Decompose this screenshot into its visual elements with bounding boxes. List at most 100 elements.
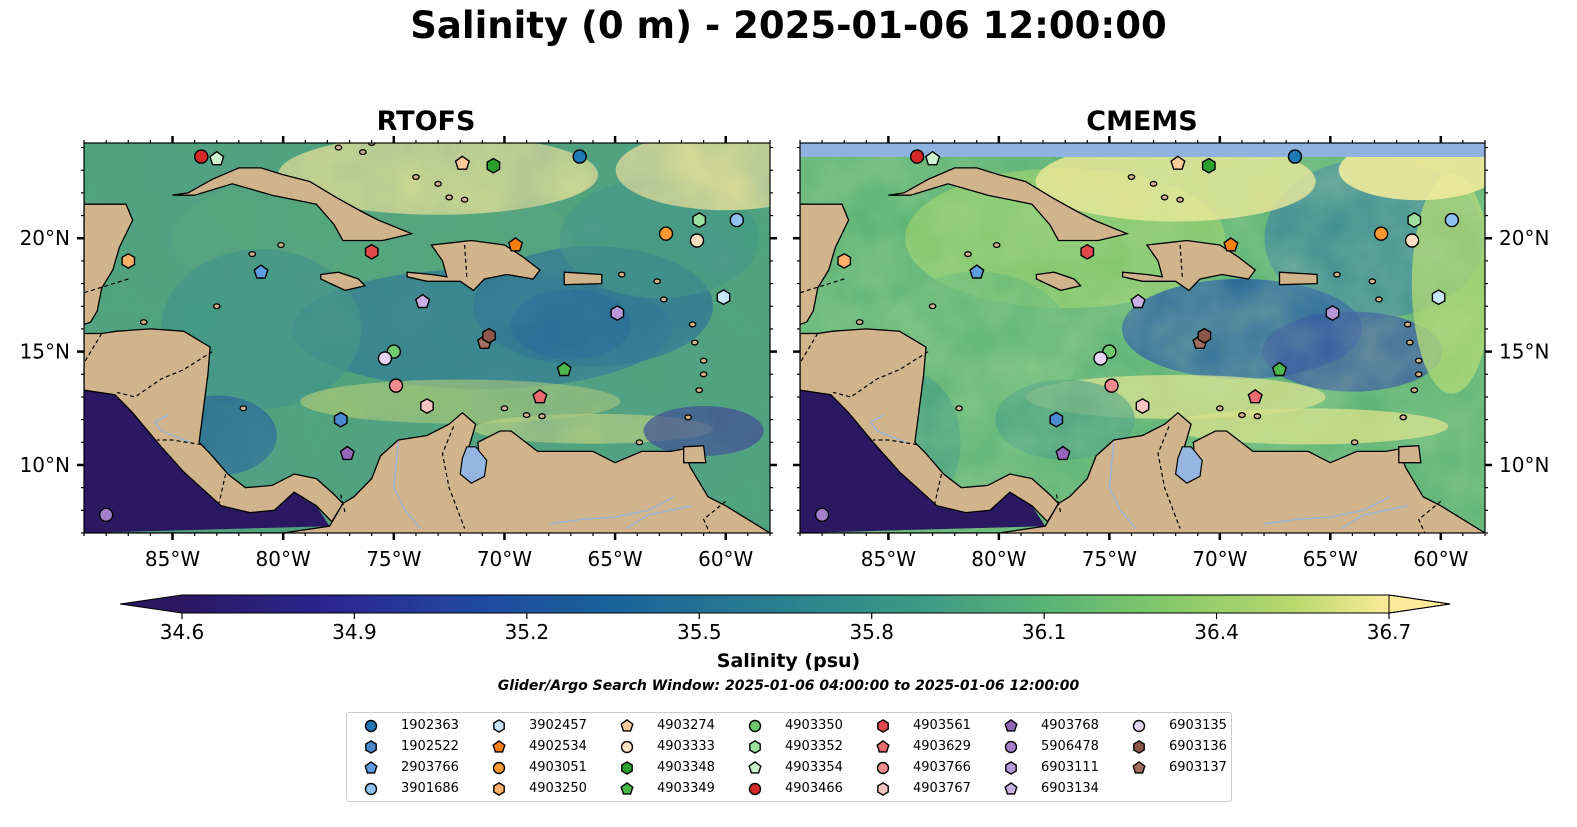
small-island: [1375, 296, 1383, 303]
small-island: [653, 278, 661, 285]
rtofs-map-panel[interactable]: 85°W 80°W 75°W 70°W 65°W 60°W 10°N 15°N 20°N: [20, 130, 836, 571]
glider-4903767-cmems: [1135, 398, 1150, 415]
glider-6903134-cmems: [1130, 293, 1146, 309]
legend-marker-4903768: [1004, 719, 1018, 732]
small-island: [992, 241, 1001, 249]
legend-label: 2903766: [401, 760, 459, 775]
small-island: [1253, 413, 1262, 420]
small-island: [445, 194, 453, 201]
river: [625, 505, 693, 530]
legend-marker-icon: [877, 719, 889, 733]
legend: 1902363 1902522 2903766 3901686 3902457 49025…: [346, 712, 1232, 802]
legend-marker-4902534: [492, 740, 506, 753]
legend-marker-4903350: [748, 719, 762, 733]
glider-5906478-cmems: [814, 507, 830, 523]
legend-label: 5906478: [1041, 739, 1099, 754]
lat-tick-label: 10°N: [20, 453, 70, 477]
panel-title-cmems: CMEMS: [1086, 106, 1198, 137]
land-jamaica: [320, 271, 367, 292]
small-island: [1410, 387, 1419, 394]
colorbar-extend-high: [1388, 594, 1451, 614]
small-island: [460, 196, 469, 203]
search-window-text: Glider/Argo Search Window: 2025-01-06 04…: [497, 678, 1080, 694]
country-border: [1179, 244, 1183, 277]
small-island: [139, 319, 148, 326]
legend-label: 4903766: [913, 760, 971, 775]
legend-marker-3901686: [364, 782, 378, 796]
legend-marker-icon: [365, 740, 377, 754]
lake-maracaibo: [459, 446, 488, 484]
legend-marker-icon: [493, 782, 505, 796]
glider-6903136-cmems: [1197, 327, 1212, 344]
legend-marker-2903766: [364, 761, 378, 774]
glider-6903111-rtofs: [610, 305, 625, 322]
small-island: [659, 296, 668, 303]
legend-marker-icon: [1132, 761, 1146, 774]
colorbar-gradient: [182, 595, 1389, 613]
river: [1341, 505, 1408, 530]
legend-marker-icon: [876, 740, 890, 753]
land-cuba: [888, 167, 1130, 242]
glider-6903135-cmems: [1093, 351, 1108, 366]
country-border: [832, 351, 929, 398]
legend-label: 4903352: [785, 739, 843, 754]
small-island: [358, 149, 367, 156]
glider-6903111-cmems: [1325, 305, 1340, 322]
lon-tick-label: 65°W: [1303, 547, 1358, 571]
land-southAmerica: [800, 411, 1485, 533]
colorbar-tick-label: 34.9: [332, 620, 377, 644]
small-island: [434, 180, 442, 187]
pacific-ocean: [800, 390, 1046, 533]
small-island: [699, 357, 708, 364]
legend-marker-icon: [877, 782, 889, 796]
glider-5906478-rtofs: [98, 507, 114, 523]
glider-4903767-rtofs: [420, 398, 434, 415]
legend-label: 4903354: [785, 760, 843, 775]
small-island: [500, 405, 509, 412]
lat-tick-label: 20°N: [20, 226, 70, 250]
legend-label: 4903051: [529, 760, 587, 775]
glider-1902522-rtofs: [333, 411, 348, 428]
land-yucatan: [800, 203, 850, 326]
glider-4903352-rtofs: [692, 212, 707, 229]
small-island: [334, 144, 343, 151]
legend-marker-6903135: [1132, 719, 1146, 733]
legend-label: 4902534: [529, 739, 587, 754]
legend-marker-icon: [1004, 719, 1018, 732]
legend-marker-4903466: [748, 782, 762, 796]
legend-label: 3902457: [529, 718, 587, 733]
lon-tick-label: 70°W: [1192, 547, 1247, 571]
country-border: [1055, 494, 1062, 513]
legend-marker-4903352: [749, 740, 761, 754]
legend-marker-6903111: [1005, 761, 1017, 775]
land-trinidad: [683, 445, 707, 464]
small-island: [1238, 412, 1246, 419]
colorbar-title: Salinity (psu): [716, 650, 861, 672]
glider-6903135-rtofs: [377, 351, 393, 366]
lat-tick-label: 20°N: [1499, 226, 1549, 250]
colorbar-tick-label: 35.5: [677, 620, 722, 644]
legend-label: 6903136: [1169, 739, 1227, 754]
small-island: [688, 321, 697, 328]
lon-tick-label: 80°W: [971, 547, 1026, 571]
glider-2903766-rtofs: [253, 264, 269, 279]
legend-label: 1902363: [401, 718, 459, 733]
legend-marker-1902363: [364, 719, 378, 733]
legend-marker-4903354: [748, 761, 762, 774]
legend-label: 6903111: [1041, 760, 1099, 775]
glider-4903466-cmems: [909, 149, 925, 164]
cmems-map-panel[interactable]: 85°W 80°W 75°W 70°W 65°W 60°W 10°N 15°N 20°N: [793, 136, 1549, 571]
glider-1902522-cmems: [1049, 411, 1064, 428]
country-border: [1417, 500, 1442, 533]
lat-tick-label: 15°N: [20, 340, 70, 364]
small-island: [695, 387, 704, 394]
country-border: [934, 473, 942, 504]
legend-marker-6903137: [1132, 761, 1146, 774]
legend-marker-icon: [1004, 782, 1018, 795]
land-hispaniola: [406, 239, 541, 292]
land-jamaica: [1035, 271, 1082, 292]
country-border: [218, 473, 227, 504]
lon-tick-label: 70°W: [477, 547, 532, 571]
legend-label: 4903629: [913, 739, 971, 754]
land-yucatan: [84, 203, 134, 326]
